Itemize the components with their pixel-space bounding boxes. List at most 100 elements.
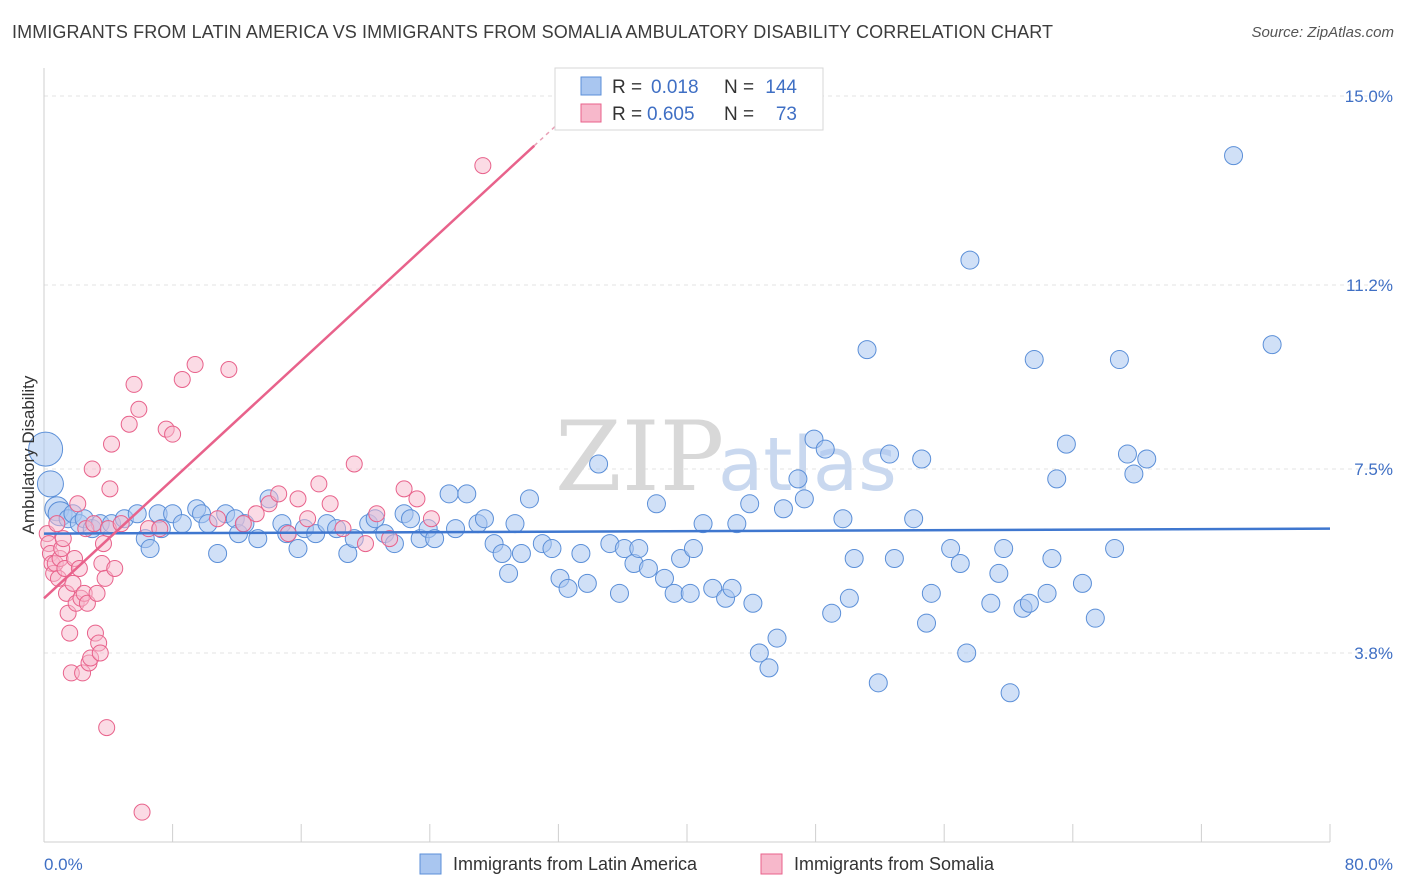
- chart-title: IMMIGRANTS FROM LATIN AMERICA VS IMMIGRA…: [12, 22, 1054, 42]
- point-latin-america: [542, 539, 562, 559]
- point-somalia: [83, 460, 101, 478]
- legend-r-value-pink: 0.605: [647, 104, 695, 125]
- series-legend: Immigrants from Latin America Immigrants…: [419, 853, 995, 875]
- point-latin-america: [749, 643, 769, 663]
- point-latin-america: [28, 431, 64, 467]
- point-somalia: [88, 584, 106, 602]
- point-latin-america: [759, 658, 779, 678]
- point-latin-america: [857, 340, 877, 360]
- point-latin-america: [1037, 583, 1057, 603]
- series-somalia-points: [38, 157, 492, 821]
- point-latin-america: [989, 563, 1009, 583]
- point-latin-america: [629, 539, 649, 559]
- point-latin-america: [912, 449, 932, 469]
- point-latin-america: [815, 439, 835, 459]
- point-somalia: [474, 157, 492, 175]
- point-latin-america: [794, 489, 814, 509]
- point-latin-america: [1085, 608, 1105, 628]
- point-somalia: [98, 719, 116, 737]
- point-latin-america: [558, 578, 578, 598]
- point-latin-america: [492, 544, 512, 564]
- point-somalia: [91, 644, 109, 662]
- point-somalia: [381, 530, 399, 548]
- grid-lines: [44, 95, 1390, 654]
- point-somalia: [220, 361, 238, 378]
- point-latin-america: [833, 509, 853, 529]
- point-latin-america: [981, 593, 1001, 613]
- series-legend-label-blue: Immigrants from Latin America: [453, 854, 698, 874]
- source-label: Source: ZipAtlas.com: [1251, 24, 1394, 41]
- point-latin-america: [638, 558, 658, 578]
- point-somalia: [112, 515, 130, 533]
- point-latin-america: [505, 514, 525, 534]
- point-latin-america: [1262, 335, 1282, 355]
- point-latin-america: [1042, 549, 1062, 568]
- point-somalia: [299, 510, 317, 528]
- point-latin-america: [957, 643, 977, 663]
- point-somalia: [64, 574, 82, 592]
- point-latin-america: [248, 529, 268, 549]
- point-somalia: [247, 505, 265, 523]
- point-latin-america: [664, 583, 684, 603]
- series-legend-label-pink: Immigrants from Somalia: [794, 854, 995, 874]
- point-somalia: [133, 803, 151, 821]
- point-latin-america: [683, 539, 703, 559]
- trend-line-somalia: [43, 144, 536, 600]
- point-somalia: [289, 490, 307, 508]
- point-somalia: [164, 425, 182, 443]
- point-latin-america: [140, 539, 160, 559]
- point-somalia: [130, 400, 148, 418]
- point-somalia: [61, 624, 79, 642]
- point-somalia: [173, 370, 191, 388]
- point-latin-america: [1137, 449, 1157, 469]
- point-latin-america: [1047, 469, 1067, 489]
- watermark: ZIP atlas: [555, 401, 897, 513]
- legend-swatch-blue: [580, 76, 602, 96]
- point-latin-america: [208, 544, 228, 564]
- point-latin-america: [571, 544, 591, 564]
- point-latin-america: [693, 514, 713, 534]
- point-somalia: [270, 485, 288, 503]
- point-latin-america: [425, 529, 445, 549]
- point-somalia: [48, 515, 66, 533]
- point-latin-america: [671, 549, 691, 568]
- point-latin-america: [727, 514, 747, 534]
- point-latin-america: [439, 484, 459, 504]
- legend-r-value-blue: 0.018: [651, 77, 699, 98]
- point-somalia: [321, 495, 339, 513]
- point-somalia: [85, 515, 103, 533]
- point-latin-america: [609, 583, 629, 603]
- point-latin-america: [577, 573, 597, 593]
- point-latin-america: [589, 454, 609, 474]
- point-somalia: [103, 435, 121, 453]
- point-latin-america: [904, 509, 924, 529]
- series-legend-swatch-pink: [760, 853, 783, 875]
- point-latin-america: [722, 578, 742, 598]
- y-tick-label-2: 11.2%: [1346, 276, 1393, 295]
- y-axis-label: Ambulatory Disability: [19, 375, 38, 534]
- point-latin-america: [1019, 593, 1039, 613]
- x-tick-min: 0.0%: [44, 855, 83, 874]
- legend-swatch-pink: [580, 103, 602, 123]
- watermark-zip: ZIP: [555, 401, 724, 513]
- point-latin-america: [703, 578, 723, 598]
- point-latin-america: [654, 568, 674, 588]
- point-latin-america: [457, 484, 477, 504]
- point-latin-america: [1117, 444, 1137, 464]
- point-latin-america: [839, 588, 859, 608]
- y-tick-label-1: 7.5%: [1354, 460, 1393, 479]
- y-tick-label-3: 15.0%: [1345, 87, 1393, 106]
- point-latin-america: [960, 250, 980, 270]
- point-latin-america: [884, 549, 904, 568]
- point-latin-america: [880, 444, 900, 464]
- point-somalia: [125, 375, 143, 393]
- point-latin-america: [519, 489, 539, 509]
- point-latin-america: [288, 539, 308, 559]
- y-tick-label-0: 3.8%: [1354, 644, 1393, 663]
- point-latin-america: [917, 613, 937, 633]
- stats-legend: R = 0.018 N = 144 R = 0.605 N = 73: [554, 67, 824, 131]
- point-somalia: [69, 495, 87, 513]
- point-latin-america: [743, 593, 763, 613]
- point-somalia: [120, 415, 138, 433]
- point-somalia: [106, 559, 124, 577]
